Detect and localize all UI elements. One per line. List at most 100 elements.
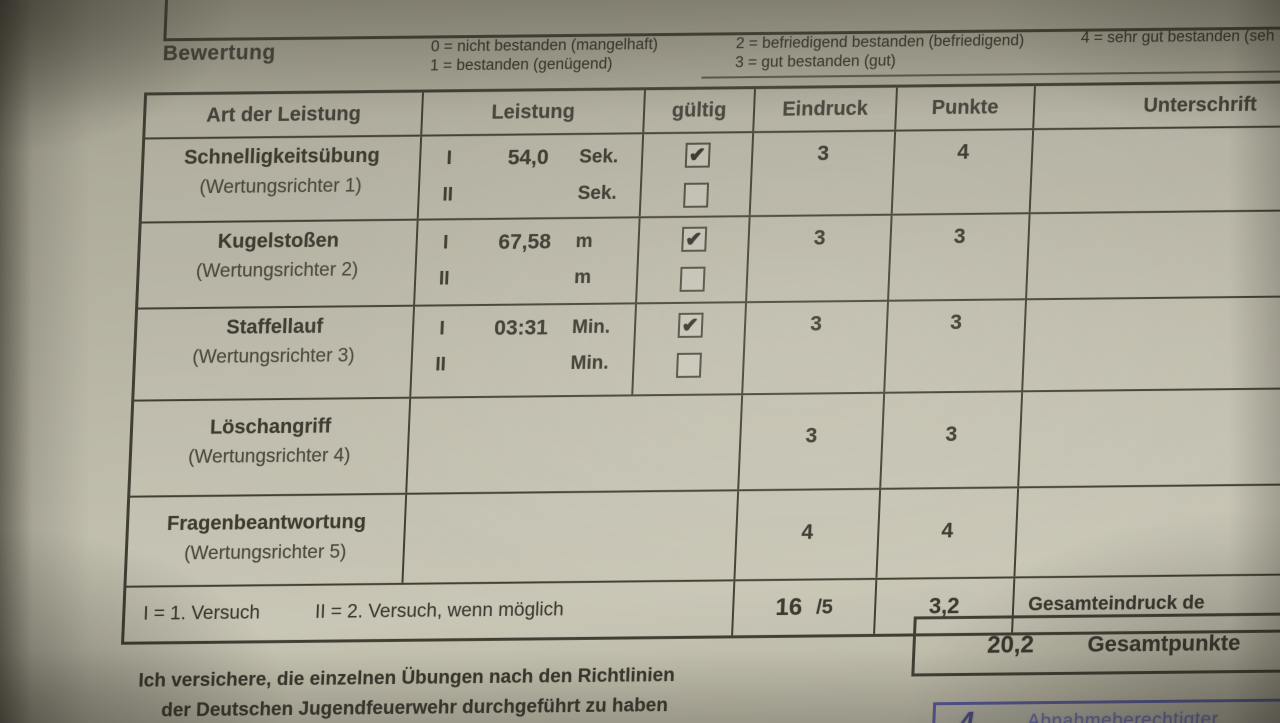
attempt-2-numeral: II	[434, 354, 447, 376]
declaration-line-1: Ich versichere, die einzelnen Übungen na…	[138, 664, 676, 692]
table-row-schnelligkeitsuebung: Schnelligkeitsübung (Wertungsrichter 1) …	[141, 126, 1280, 224]
exercise-name-cell: Staffellauf (Wertungsrichter 3)	[134, 306, 416, 400]
score-table: Art der Leistung Leistung gültig Eindruc…	[120, 79, 1280, 645]
attempt-2-value	[476, 194, 578, 195]
attempt-1-numeral: I	[439, 318, 446, 340]
attempt-2-unit: Sek.	[577, 182, 618, 204]
attempt-legend-2: II = 2. Versuch, wenn möglich	[314, 599, 565, 623]
attempt-1-numeral: I	[442, 232, 449, 254]
punkte-value: 3	[881, 392, 1024, 488]
attempt-1-unit: Min.	[571, 316, 611, 339]
attempt-1-line: I 03:31 Min.	[413, 309, 634, 347]
eindruck-value: 3	[739, 393, 886, 490]
table-row-loeschangriff: Löschangriff (Wertungsrichter 4) 3 3	[130, 388, 1280, 498]
attempt-1-unit: m	[575, 230, 594, 252]
checkbox-checked: ✔	[677, 312, 704, 338]
checkbox-unchecked	[679, 266, 706, 292]
attempt-1-line: I 67,58 m	[417, 223, 638, 261]
check-icon: ✔	[681, 314, 699, 337]
header-eindruck: Eindruck	[754, 87, 898, 132]
legend-column-2: 2 = befriedigend bestanden (befriedigend…	[735, 31, 1025, 72]
attempt-2-unit: m	[573, 266, 592, 288]
punkte-value: 3	[885, 300, 1027, 392]
judge-label: (Wertungsrichter 5)	[183, 541, 347, 565]
legend-item: 1 = bestanden (genügend)	[429, 55, 613, 75]
exercise-name: Kugelstoßen	[217, 229, 340, 253]
attempt-1-value: 03:31	[493, 316, 549, 340]
exercise-name: Schnelligkeitsübung	[183, 145, 381, 170]
legend-item: 4 = sehr gut bestanden (seh	[1080, 27, 1275, 47]
signature-cell	[1027, 211, 1280, 298]
legend-column-1: 0 = nicht bestanden (mangelhaft) 1 = bes…	[430, 35, 659, 75]
attempt-2-line: II Sek.	[419, 175, 640, 213]
result-cell: I 54,0 Sek. II Sek.	[418, 134, 645, 219]
approver-handwritten-value: 4	[958, 706, 975, 723]
valid-cell: ✔	[633, 303, 748, 395]
total-points-value: 20,2	[986, 631, 1035, 659]
attempt-legend-1: I = 1. Versuch	[142, 602, 261, 625]
legend-column-3: 4 = sehr gut bestanden (seh	[1081, 27, 1275, 48]
attempt-1-unit: Sek.	[578, 146, 619, 168]
checkbox-unchecked	[682, 182, 709, 208]
attempt-1-numeral: I	[446, 148, 453, 170]
eindruck-value: 3	[743, 301, 890, 394]
attempt-1-value: 54,0	[507, 146, 550, 170]
declaration-line-2: der Deutschen Jugendfeuerwehr durchgefüh…	[160, 695, 669, 722]
signature-cell	[1015, 485, 1280, 576]
judge-label: (Wertungsrichter 4)	[187, 445, 351, 469]
eindruck-value: 4	[735, 489, 882, 580]
eindruck-value: 3	[747, 215, 893, 302]
table-row-staffellauf: Staffellauf (Wertungsrichter 3) I 03:31 …	[134, 296, 1280, 402]
eindruck-total: 16	[774, 593, 803, 621]
attempt-2-numeral: II	[441, 184, 454, 206]
empty-result-cell	[403, 491, 740, 583]
attempt-1-value: 67,58	[497, 230, 552, 254]
legend-item: 2 = befriedigend bestanden (befriedigend…	[735, 32, 1025, 53]
attempt-2-unit: Min.	[570, 352, 610, 375]
empty-result-cell	[407, 395, 744, 493]
punkte-value: 3	[889, 214, 1031, 300]
legend-item: 0 = nicht bestanden (mangelhaft)	[430, 36, 659, 56]
result-cell: I 03:31 Min. II Min.	[411, 304, 638, 397]
signature-cell	[1023, 297, 1280, 391]
check-icon: ✔	[684, 228, 703, 251]
exercise-name-cell: Löschangriff (Wertungsrichter 4)	[130, 398, 412, 496]
legend-title: Bewertung	[162, 41, 277, 66]
total-points-row: 20,2 Gesamtpunkte	[911, 611, 1280, 677]
checkbox-checked: ✔	[684, 142, 711, 168]
check-icon: ✔	[688, 144, 707, 167]
punkte-value: 4	[892, 130, 1035, 214]
header-punkte: Punkte	[896, 86, 1036, 130]
attempt-2-line: II m	[415, 259, 636, 297]
valid-cell: ✔	[637, 217, 751, 303]
header-leistung: Leistung	[422, 90, 646, 135]
table-row-kugelstossen: Kugelstoßen (Wertungsrichter 2) I 67,58 …	[138, 210, 1280, 310]
approver-stamp-box: 4 Abnahmeberechtigter	[930, 697, 1280, 723]
total-points-label: Gesamtpunkte	[1087, 630, 1241, 657]
checkbox-checked: ✔	[680, 226, 707, 252]
header-gueltig: gültig	[644, 89, 756, 133]
attempt-legend-cell: I = 1. Versuch II = 2. Versuch, wenn mög…	[124, 581, 736, 642]
exercise-name-cell: Fragenbeantwortung (Wertungsrichter 5)	[126, 494, 408, 586]
header-unterschrift: Unterschrift	[1142, 93, 1258, 117]
exercise-name-cell: Kugelstoßen (Wertungsrichter 2)	[138, 220, 419, 308]
approver-label: Abnahmeberechtigter	[1026, 709, 1219, 723]
eindruck-total-cell: 16 /5	[733, 579, 878, 636]
eindruck-value: 3	[750, 131, 897, 216]
punkte-value: 4	[877, 488, 1020, 578]
eindruck-divisor: /5	[815, 595, 834, 618]
exercise-name: Staffellauf	[225, 315, 324, 339]
exercise-name-cell: Schnelligkeitsübung (Wertungsrichter 1)	[141, 136, 423, 222]
header-art-der-leistung: Art der Leistung	[145, 92, 425, 138]
attempt-2-value	[469, 364, 571, 365]
attempt-2-numeral: II	[438, 268, 450, 290]
judge-label: (Wertungsrichter 1)	[199, 175, 363, 198]
exercise-name: Löschangriff	[209, 415, 332, 439]
signature-cell	[1031, 127, 1280, 212]
attempt-2-line: II Min.	[412, 345, 633, 383]
checkbox-unchecked	[675, 352, 702, 378]
result-cell: I 67,58 m II m	[415, 218, 641, 305]
exercise-name: Fragenbeantwortung	[166, 511, 367, 536]
